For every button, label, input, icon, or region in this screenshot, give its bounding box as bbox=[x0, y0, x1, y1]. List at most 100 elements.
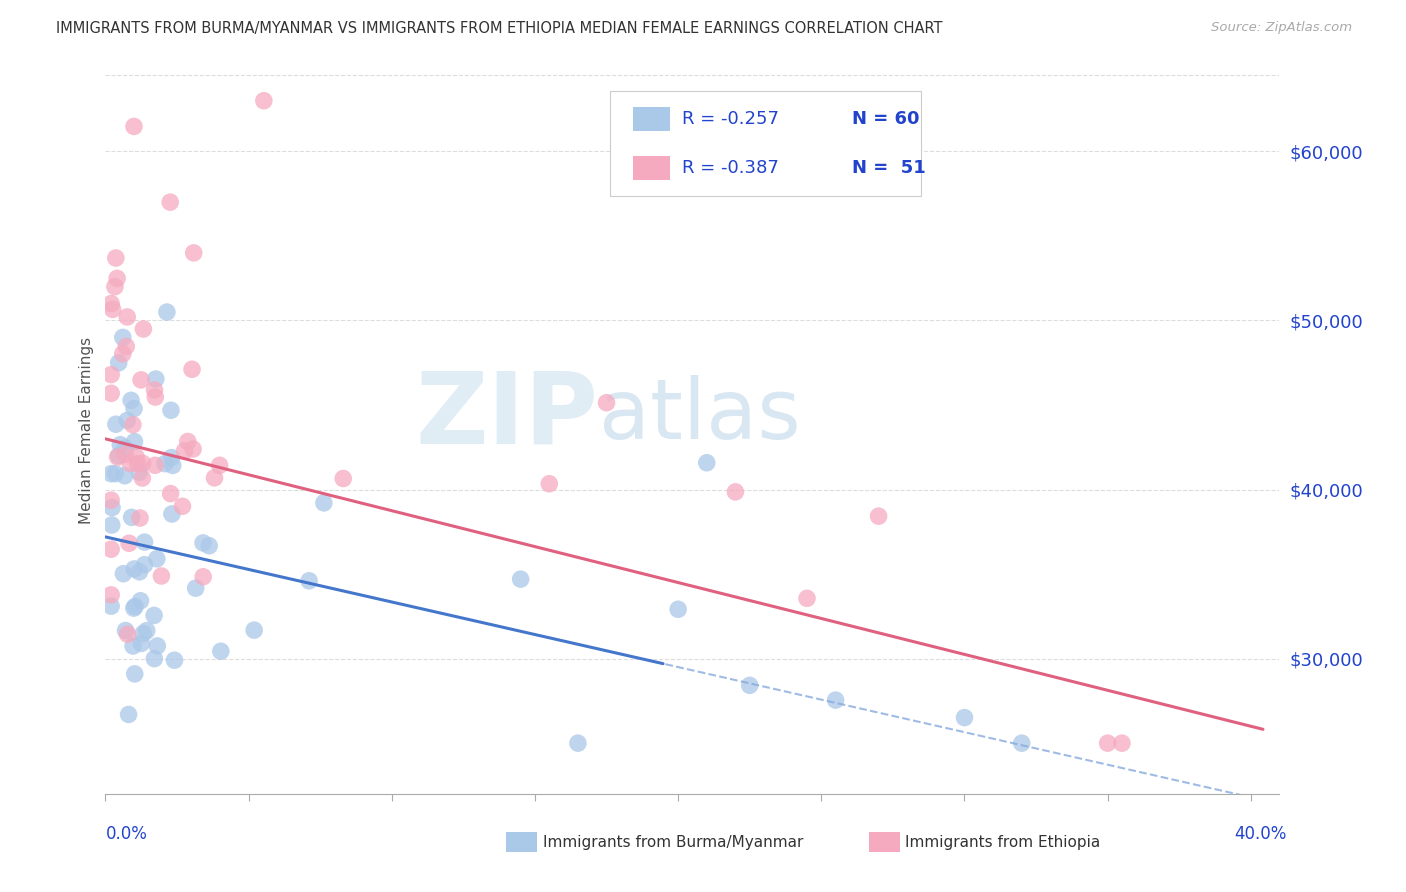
Point bbox=[134, 558, 156, 572]
Point bbox=[107, 356, 129, 370]
Point bbox=[1111, 736, 1133, 750]
Point bbox=[159, 195, 181, 210]
Text: atlas: atlas bbox=[599, 376, 800, 457]
Text: Source: ZipAtlas.com: Source: ZipAtlas.com bbox=[1212, 21, 1353, 35]
Point bbox=[122, 401, 145, 416]
Point bbox=[101, 302, 124, 317]
Point bbox=[105, 271, 128, 285]
Point bbox=[666, 602, 689, 616]
Point bbox=[177, 434, 200, 449]
Point bbox=[538, 476, 561, 491]
Point bbox=[124, 599, 146, 614]
Point bbox=[104, 467, 127, 481]
Point bbox=[129, 511, 152, 525]
Point bbox=[181, 442, 204, 456]
Point bbox=[114, 447, 136, 461]
Point bbox=[738, 678, 761, 692]
Text: 0.0%: 0.0% bbox=[105, 825, 148, 843]
Point bbox=[101, 500, 124, 515]
Point bbox=[122, 417, 145, 432]
Point bbox=[131, 636, 153, 650]
Point bbox=[160, 450, 183, 465]
Point bbox=[143, 383, 166, 397]
Point bbox=[110, 438, 132, 452]
Point bbox=[184, 581, 207, 595]
Point bbox=[173, 443, 195, 458]
Point bbox=[332, 471, 354, 485]
Point bbox=[111, 330, 134, 344]
Bar bbox=[633, 107, 671, 131]
Point bbox=[135, 624, 157, 638]
Point bbox=[172, 500, 194, 514]
Point bbox=[131, 471, 153, 485]
Point bbox=[100, 296, 122, 310]
Point bbox=[953, 710, 976, 724]
Point bbox=[150, 569, 173, 583]
Point bbox=[124, 434, 146, 449]
Point bbox=[146, 551, 169, 566]
Point bbox=[160, 507, 183, 521]
Point bbox=[100, 588, 122, 602]
Bar bbox=[633, 156, 671, 180]
Text: 40.0%: 40.0% bbox=[1234, 825, 1286, 843]
Point bbox=[181, 362, 204, 376]
Point bbox=[125, 450, 148, 464]
Point bbox=[243, 623, 266, 637]
Point bbox=[104, 279, 127, 293]
Point bbox=[162, 458, 184, 473]
Point bbox=[115, 413, 138, 427]
Point bbox=[208, 458, 231, 473]
Point bbox=[209, 644, 232, 658]
Point bbox=[156, 305, 179, 319]
Point bbox=[117, 310, 139, 324]
Point bbox=[127, 457, 149, 471]
Text: R = -0.387: R = -0.387 bbox=[682, 159, 779, 178]
Text: IMMIGRANTS FROM BURMA/MYANMAR VS IMMIGRANTS FROM ETHIOPIA MEDIAN FEMALE EARNINGS: IMMIGRANTS FROM BURMA/MYANMAR VS IMMIGRA… bbox=[56, 21, 943, 37]
Point bbox=[204, 471, 226, 485]
Point bbox=[198, 539, 221, 553]
Point bbox=[134, 535, 156, 549]
Point bbox=[117, 627, 139, 641]
Text: R = -0.257: R = -0.257 bbox=[682, 110, 779, 128]
Point bbox=[120, 393, 142, 408]
Point bbox=[131, 456, 153, 470]
FancyBboxPatch shape bbox=[610, 91, 921, 196]
Point bbox=[143, 458, 166, 473]
Point bbox=[567, 736, 589, 750]
Point bbox=[146, 639, 169, 653]
Point bbox=[122, 639, 145, 653]
Point bbox=[117, 707, 139, 722]
Point bbox=[129, 373, 152, 387]
Text: Immigrants from Burma/Myanmar: Immigrants from Burma/Myanmar bbox=[543, 836, 803, 850]
Point bbox=[104, 251, 127, 265]
Point bbox=[124, 666, 146, 681]
Point bbox=[143, 390, 166, 404]
Point bbox=[1097, 736, 1119, 750]
Point bbox=[114, 441, 136, 455]
Point bbox=[107, 450, 129, 464]
Point bbox=[824, 693, 846, 707]
Point bbox=[129, 594, 152, 608]
Point bbox=[100, 368, 122, 382]
Point bbox=[101, 518, 124, 533]
Point bbox=[298, 574, 321, 588]
Point bbox=[118, 536, 141, 550]
Point bbox=[121, 510, 143, 524]
Point bbox=[160, 403, 183, 417]
Text: ZIP: ZIP bbox=[416, 368, 599, 465]
Point bbox=[191, 536, 214, 550]
Point bbox=[100, 386, 122, 401]
Point bbox=[193, 570, 215, 584]
Point bbox=[145, 372, 167, 386]
Point bbox=[112, 566, 135, 581]
Point bbox=[312, 496, 335, 510]
Point bbox=[595, 395, 617, 409]
Point bbox=[100, 467, 122, 481]
Point bbox=[128, 565, 150, 579]
Point bbox=[1011, 736, 1033, 750]
Text: N =  51: N = 51 bbox=[852, 159, 927, 178]
Point bbox=[104, 417, 127, 432]
Point bbox=[114, 468, 136, 483]
Point bbox=[696, 456, 718, 470]
Point bbox=[868, 509, 890, 524]
